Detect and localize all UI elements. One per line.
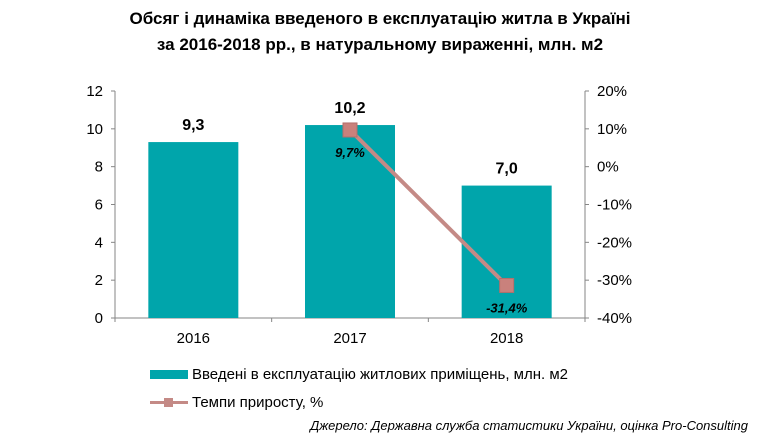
- combo-chart: 0 2 4 6 8 10 12 -40% -30% -20% -10% 0% 10% 20% 9,3 10,2…: [86, 83, 632, 347]
- bar-value-label: 7,0: [496, 161, 518, 178]
- legend: Введені в експлуатацію житлових приміщен…: [150, 360, 568, 416]
- bar-2018: [461, 185, 552, 318]
- y-right-tick-label: 0%: [597, 159, 619, 176]
- y-right-tick-label: 20%: [597, 83, 627, 100]
- x-tick-label: 2018: [490, 330, 523, 347]
- chart-title: Обсяг і динаміка введеного в експлуатаці…: [0, 6, 760, 58]
- x-tick-label: 2016: [177, 330, 210, 347]
- bar-value-label: 9,3: [182, 117, 204, 134]
- source-note: Джерело: Державна служба статистики Укра…: [310, 418, 748, 433]
- y-left-tick-label: 2: [95, 272, 103, 289]
- growth-value-label: -31,4%: [486, 300, 528, 315]
- y-left-tick-label: 4: [95, 234, 103, 251]
- legend-label-bars: Введені в експлуатацію житлових приміщен…: [192, 365, 569, 383]
- growth-marker-2017: [342, 122, 358, 138]
- y-left-tick-label: 10: [86, 121, 103, 138]
- legend-swatch-line: [150, 397, 188, 407]
- y-left-tick-label: 6: [95, 197, 103, 214]
- legend-label-line: Темпи приросту, %: [192, 393, 324, 411]
- bar-2016: [148, 142, 239, 318]
- y-left-tick-label: 8: [95, 159, 103, 176]
- y-right-tick-label: -20%: [597, 234, 632, 251]
- growth-marker-2018: [499, 277, 515, 293]
- bar-value-label: 10,2: [334, 100, 365, 117]
- y-right-tick-label: -40%: [597, 310, 632, 327]
- y-left-tick-label: 0: [95, 310, 103, 327]
- growth-line: [348, 128, 509, 287]
- y-right-tick-label: -10%: [597, 197, 632, 214]
- chart-title-line2: за 2016-2018 рр., в натуральному виражен…: [156, 35, 604, 54]
- growth-value-label: 9,7%: [335, 145, 365, 160]
- legend-swatch-bars: [150, 369, 188, 379]
- legend-item-bars: Введені в експлуатацію житлових приміщен…: [150, 360, 568, 388]
- legend-item-line: Темпи приросту, %: [150, 388, 568, 416]
- y-right-tick-label: 10%: [597, 121, 627, 138]
- y-right-tick-label: -30%: [597, 272, 632, 289]
- y-left-tick-label: 12: [86, 83, 103, 100]
- chart-title-line1: Обсяг і динаміка введеного в експлуатаці…: [129, 9, 631, 28]
- x-tick-label: 2017: [333, 330, 366, 347]
